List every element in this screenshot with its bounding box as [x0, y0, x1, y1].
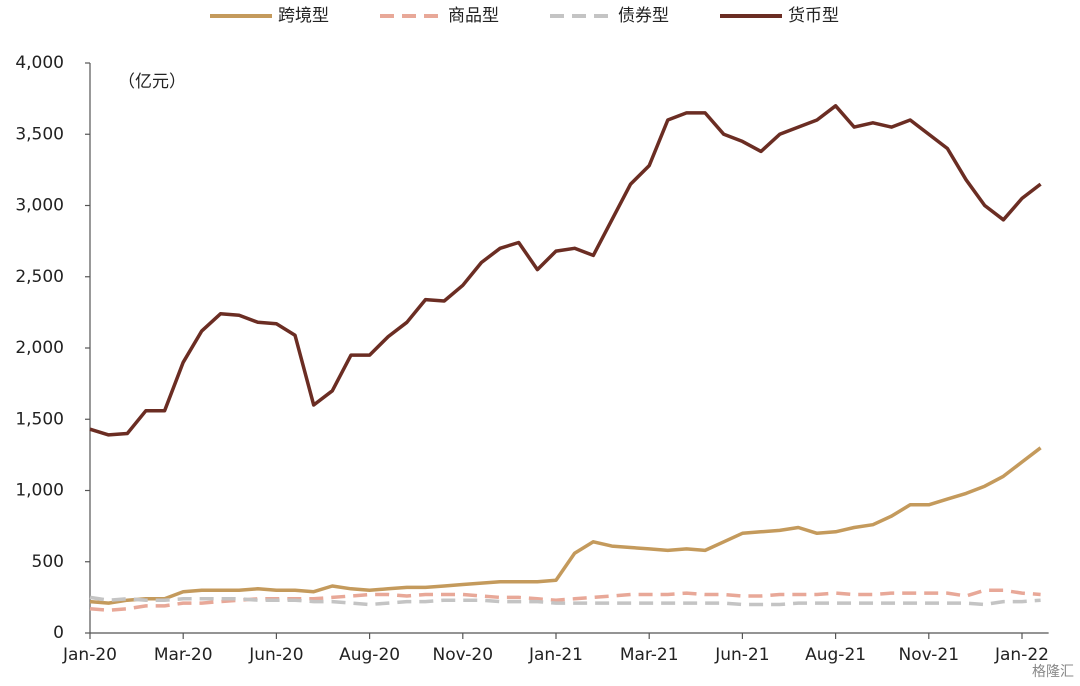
x-tick-label: Mar-21 — [620, 645, 679, 665]
y-tick-label: 1,500 — [15, 409, 64, 429]
series-line — [89, 446, 1042, 605]
x-tick-label: Nov-21 — [899, 645, 960, 665]
x-tick-label: Aug-21 — [805, 645, 866, 665]
legend-label: 商品型 — [448, 6, 499, 26]
series-line — [89, 104, 1042, 437]
x-tick-label: Jan-20 — [62, 645, 117, 665]
legend-label: 债券型 — [618, 6, 669, 26]
x-tick-label: Aug-20 — [339, 645, 400, 665]
y-tick-label: 4,000 — [15, 53, 64, 73]
series-line — [89, 595, 1041, 607]
y-tick-label: 0 — [53, 623, 64, 643]
y-tick-label: 1,000 — [15, 481, 64, 501]
y-tick-label: 3,000 — [15, 196, 64, 216]
y-tick-label: 2,000 — [15, 338, 64, 358]
x-tick-label: Jan-22 — [994, 645, 1049, 665]
x-tick-label: Jun-21 — [714, 645, 769, 665]
unit-annotation: （亿元） — [118, 72, 186, 92]
x-tick-label: Nov-20 — [433, 645, 494, 665]
y-tick-label: 500 — [32, 552, 64, 572]
y-tick-label: 3,500 — [15, 124, 64, 144]
y-tick-label: 2,500 — [15, 267, 64, 287]
x-tick-label: Jan-21 — [528, 645, 583, 665]
legend-label: 货币型 — [788, 6, 839, 26]
x-tick-label: Jun-20 — [248, 645, 303, 665]
x-tick-label: Mar-20 — [154, 645, 213, 665]
legend-label: 跨境型 — [278, 6, 329, 26]
watermark: 格隆汇 — [1032, 664, 1074, 680]
